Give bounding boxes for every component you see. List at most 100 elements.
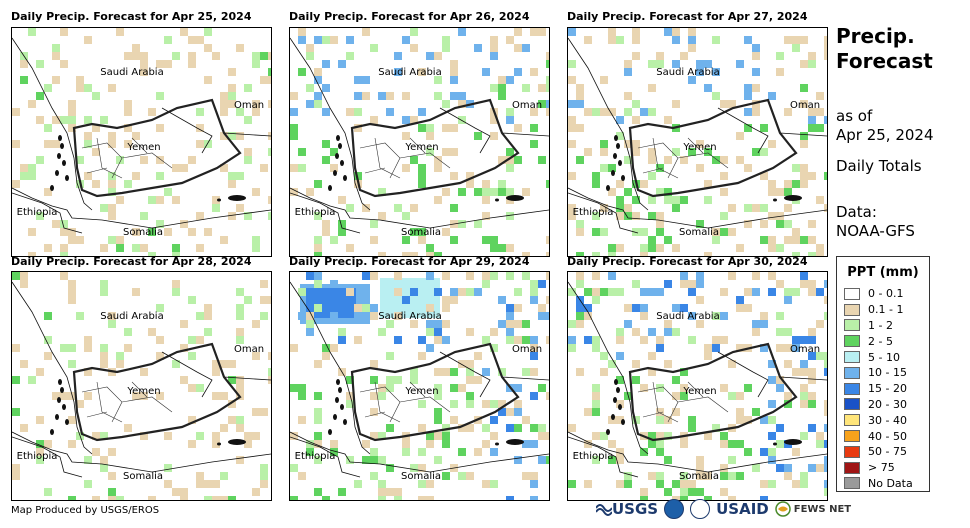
label-saudi-arabia: Saudi Arabia [656, 311, 719, 322]
label-somalia: Somalia [679, 471, 719, 482]
precip-raster [568, 272, 827, 500]
map-svg: Saudi Arabia Oman Yemen Ethiopia Somalia [568, 28, 827, 256]
data-source-block: Data: NOAA-GFS [836, 203, 915, 241]
usgs-wave-icon [596, 504, 612, 516]
yemen-outline [628, 98, 798, 198]
fews-globe-icon [774, 501, 791, 517]
label-somalia: Somalia [123, 471, 163, 482]
forecast-map-2: Saudi Arabia Oman Yemen Ethiopia Somalia [289, 27, 550, 257]
legend-item: 40 - 50 [837, 428, 929, 444]
legend-label: 15 - 20 [868, 382, 907, 396]
yemen-outline [72, 98, 242, 198]
label-somalia: Somalia [401, 471, 441, 482]
label-ethiopia: Ethiopia [295, 451, 336, 462]
label-saudi-arabia: Saudi Arabia [100, 67, 163, 78]
forecast-map-6: Saudi Arabia Oman Yemen Ethiopia Somalia [567, 271, 828, 501]
fews-logo: FEWS NET [774, 501, 852, 517]
islands [328, 379, 524, 446]
governorate-lines [359, 137, 451, 179]
label-ethiopia: Ethiopia [17, 451, 58, 462]
legend-item: 1 - 2 [837, 318, 929, 334]
yemen-outline [350, 98, 520, 198]
legend-swatch [844, 335, 860, 348]
islands [328, 135, 524, 202]
panel-title-6: Daily Precip. Forecast for Apr 30, 2024 [567, 255, 808, 268]
forecast-map-3: Saudi Arabia Oman Yemen Ethiopia Somalia [567, 27, 828, 257]
label-oman: Oman [234, 344, 264, 355]
map-svg: Saudi Arabia Oman Yemen Ethiopia Somalia [290, 272, 549, 500]
legend-label: 5 - 10 [868, 350, 900, 364]
noaa-seal-icon [664, 499, 685, 519]
label-ethiopia: Ethiopia [295, 207, 336, 218]
label-ethiopia: Ethiopia [17, 207, 58, 218]
legend-swatch [844, 461, 860, 474]
label-yemen: Yemen [126, 386, 160, 397]
panel-title-3: Daily Precip. Forecast for Apr 27, 2024 [567, 10, 808, 23]
as-of-block: as of Apr 25, 2024 [836, 107, 934, 145]
label-oman: Oman [512, 344, 542, 355]
country-borders [568, 37, 827, 234]
forecast-map-1: Saudi Arabia Oman Yemen Ethiopia Somalia [11, 27, 272, 257]
legend-swatch [844, 319, 860, 332]
map-svg: Saudi Arabia Oman Yemen Ethiopia Somalia [12, 28, 271, 256]
legend-swatch [844, 430, 860, 443]
precip-raster [568, 28, 827, 256]
label-ethiopia: Ethiopia [573, 451, 614, 462]
governorate-lines [81, 137, 173, 179]
panel-title-4: Daily Precip. Forecast for Apr 28, 2024 [11, 255, 252, 268]
usgs-logo: USGS [596, 500, 658, 518]
legend-item: 30 - 40 [837, 412, 929, 428]
legend-title: PPT (mm) [847, 265, 919, 280]
legend-label: 40 - 50 [868, 429, 907, 443]
islands [606, 379, 802, 446]
islands [606, 135, 802, 202]
legend-label: > 75 [868, 461, 895, 475]
legend-label: 20 - 30 [868, 397, 907, 411]
logo-strip: USGS USAID FEWS NET [596, 499, 851, 519]
label-yemen: Yemen [404, 142, 438, 153]
legend-label: 0.1 - 1 [868, 303, 904, 317]
legend-label: 30 - 40 [868, 413, 907, 427]
label-somalia: Somalia [123, 227, 163, 238]
precip-raster [12, 272, 271, 500]
data-source: NOAA-GFS [836, 222, 915, 240]
label-oman: Oman [790, 100, 820, 111]
legend-swatch [844, 398, 860, 411]
panel-title-5: Daily Precip. Forecast for Apr 29, 2024 [289, 255, 530, 268]
fews-logo-text: FEWS NET [793, 503, 852, 515]
legend-swatch [844, 366, 860, 379]
map-svg: Saudi Arabia Oman Yemen Ethiopia Somalia [12, 272, 271, 500]
legend-item: 5 - 10 [837, 349, 929, 365]
label-oman: Oman [512, 100, 542, 111]
label-yemen: Yemen [126, 142, 160, 153]
data-label: Data: [836, 203, 877, 221]
islands [50, 379, 246, 446]
label-oman: Oman [234, 100, 264, 111]
legend-swatch [844, 414, 860, 427]
yemen-outline [72, 342, 242, 442]
legend-item: 15 - 20 [837, 381, 929, 397]
legend-label: 10 - 15 [868, 366, 907, 380]
legend-item: 50 - 75 [837, 444, 929, 460]
yemen-outline [628, 342, 798, 442]
forecast-map-4: Saudi Arabia Oman Yemen Ethiopia Somalia [11, 271, 272, 501]
legend-swatch [844, 477, 860, 490]
label-saudi-arabia: Saudi Arabia [656, 67, 719, 78]
label-saudi-arabia: Saudi Arabia [100, 311, 163, 322]
usaid-logo: USAID [716, 500, 769, 518]
label-somalia: Somalia [401, 227, 441, 238]
panel-title-2: Daily Precip. Forecast for Apr 26, 2024 [289, 10, 530, 23]
label-saudi-arabia: Saudi Arabia [378, 311, 441, 322]
legend-item: 0 - 0.1 [837, 286, 929, 302]
legend-swatch [844, 445, 860, 458]
footer-credit: Map Produced by USGS/EROS [11, 505, 160, 516]
governorate-lines [637, 137, 729, 179]
governorate-lines [81, 381, 173, 423]
label-somalia: Somalia [679, 227, 719, 238]
legend-item: 20 - 30 [837, 397, 929, 413]
legend-swatch [844, 287, 860, 300]
legend-item: > 75 [837, 460, 929, 476]
label-oman: Oman [790, 344, 820, 355]
precip-raster [12, 28, 271, 256]
daily-totals-label: Daily Totals [836, 157, 922, 175]
